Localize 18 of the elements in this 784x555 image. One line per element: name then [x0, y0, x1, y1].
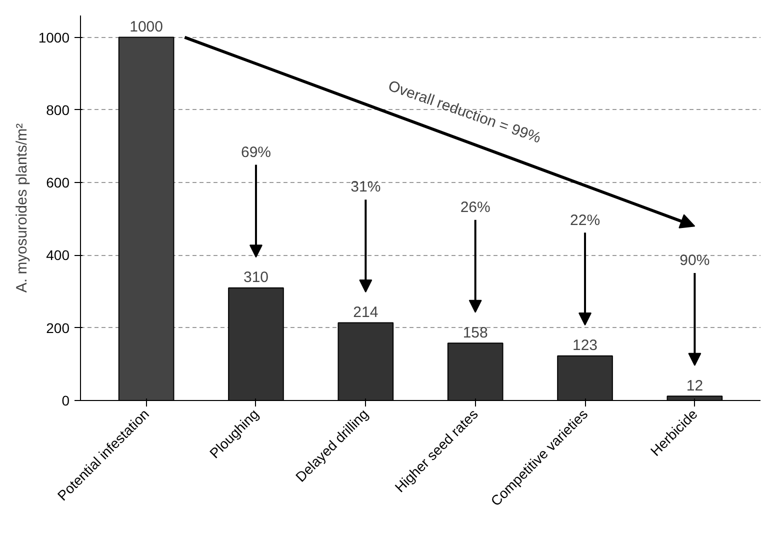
- data-label: 123: [572, 337, 598, 354]
- y-tick-label: 0: [62, 392, 70, 408]
- annotation: 22%: [570, 212, 600, 229]
- y-tick-label: 1000: [38, 29, 70, 46]
- data-label: 12: [686, 377, 704, 394]
- data-label: 1000: [130, 18, 163, 36]
- annotation: 26%: [460, 199, 490, 216]
- annotation: 69%: [240, 144, 272, 161]
- data-label: 214: [353, 304, 378, 321]
- data-label: 310: [243, 269, 268, 286]
- annotation: 31%: [350, 178, 381, 196]
- annotation: 90%: [680, 252, 710, 270]
- y-axis-title: A. myosuroides plants/m²: [13, 123, 30, 293]
- y-tick-label: 200: [46, 320, 70, 336]
- y-tick-label: 800: [46, 102, 70, 118]
- data-label: 158: [462, 324, 488, 342]
- y-tick-label: 600: [46, 174, 70, 191]
- y-tick-label: 400: [46, 247, 70, 264]
